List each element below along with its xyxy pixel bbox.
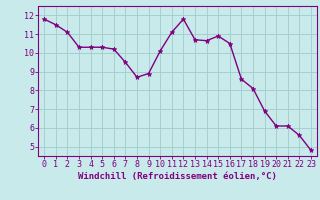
X-axis label: Windchill (Refroidissement éolien,°C): Windchill (Refroidissement éolien,°C) [78, 172, 277, 181]
